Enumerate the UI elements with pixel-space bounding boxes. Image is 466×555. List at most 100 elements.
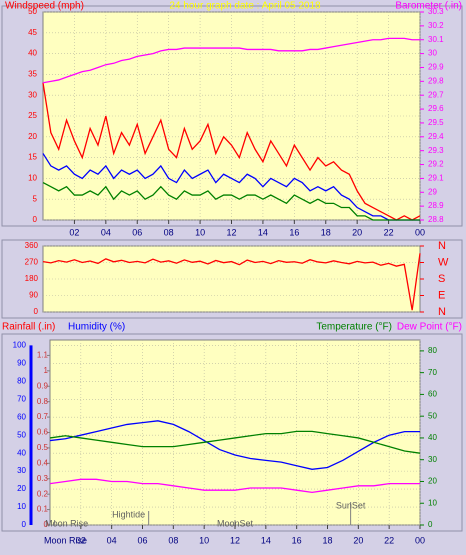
x-tick-label: 18 (322, 535, 332, 545)
y-tick-label: 50 (28, 7, 37, 16)
y-tick-label: 80 (17, 376, 26, 385)
x-tick-label: 20 (352, 227, 362, 237)
event-label: SunSet (336, 500, 366, 510)
x-tick-label: 22 (384, 535, 394, 545)
event-label: Hightide (112, 509, 145, 519)
y-tick-label: 180 (25, 274, 39, 283)
axis-title: Temperature (°F) (316, 322, 392, 333)
series-line (42, 253, 421, 311)
series-line (49, 478, 420, 494)
y2-tick-label: 0 (428, 520, 433, 529)
y-tick-label: 20 (28, 132, 37, 141)
rain-tick-label: 0.6 (37, 428, 49, 437)
x-tick-label: 16 (292, 535, 302, 545)
x-tick-label: 06 (132, 227, 142, 237)
axis-title: Humidity (%) (68, 322, 125, 333)
x-tick-label: 02 (76, 535, 86, 545)
y-tick-label: 45 (28, 28, 37, 37)
x-tick-label: 22 (384, 227, 394, 237)
y-tick-label: 90 (17, 358, 26, 367)
y2-tick-label: 10 (428, 498, 437, 507)
y2-tick-label: 50 (428, 411, 437, 420)
rain-tick-label: 1 (44, 366, 49, 375)
panel (1, 239, 463, 319)
y-tick-label: 90 (29, 291, 38, 300)
y-tick-label: 100 (13, 340, 27, 349)
y-tick-label: 30 (17, 466, 26, 475)
y2-tick-label: W (438, 256, 449, 268)
plot-area (42, 245, 421, 313)
y2-tick-label: 29.1 (428, 174, 444, 183)
y2-tick-label: 30 (428, 49, 437, 58)
y-tick-label: 50 (17, 430, 26, 439)
y-tick-label: 10 (28, 174, 37, 183)
rain-tick-label: 0.8 (37, 397, 49, 406)
x-tick-label: 14 (261, 535, 271, 545)
y-tick-label: 25 (28, 111, 37, 120)
series-line (42, 153, 420, 221)
series-line (42, 181, 420, 221)
y2-tick-label: 70 (428, 368, 437, 377)
x-tick-label: 00 (415, 535, 425, 545)
x-tick-label: 10 (195, 227, 205, 237)
y-tick-label: 360 (25, 241, 39, 250)
rain-tick-label: 0 (44, 520, 49, 529)
series-line (42, 82, 421, 221)
y2-tick-label: 29.3 (428, 146, 444, 155)
plot-area (42, 11, 421, 221)
y2-tick-label: 60 (428, 390, 437, 399)
x-tick-label: 04 (107, 535, 117, 545)
y-tick-label: 15 (28, 153, 37, 162)
event-label: Moon Rise (45, 518, 88, 528)
x-tick-label: 08 (168, 535, 178, 545)
y2-tick-label: N (438, 240, 446, 252)
y2-tick-label: 80 (428, 346, 437, 355)
x-tick-label: 04 (101, 227, 111, 237)
rain-tick-label: 1.1 (37, 351, 49, 360)
x-tick-label: 08 (164, 227, 174, 237)
chart-title: 24 hour graph date : April 05 2018 (169, 1, 321, 12)
axis-title: Dew Point (°F) (397, 322, 462, 333)
rain-tick-label: 0.7 (37, 412, 49, 421)
y-tick-label: 20 (17, 484, 26, 493)
x-tick-label: 14 (258, 227, 268, 237)
x-tick-label: 18 (321, 227, 331, 237)
series-line (42, 37, 420, 84)
x-tick-label: 20 (353, 535, 363, 545)
y2-tick-label: 28.8 (428, 215, 444, 224)
y-tick-label: 10 (17, 502, 26, 511)
rain-tick-label: 0.3 (37, 474, 49, 483)
y2-tick-label: 30.1 (428, 35, 444, 44)
y2-tick-label: 29.7 (428, 90, 444, 99)
y2-tick-label: 30.2 (428, 21, 444, 30)
y2-tick-label: 29.9 (428, 63, 444, 72)
y2-tick-label: S (438, 273, 445, 285)
y2-tick-label: 29.2 (428, 160, 444, 169)
axis-title: Windspeed (mph) (5, 1, 84, 12)
y-tick-label: 5 (33, 194, 38, 203)
y2-tick-label: 30 (428, 455, 437, 464)
series-line (49, 420, 420, 470)
event-label: MoonSet (217, 518, 254, 528)
y2-tick-label: 40 (428, 433, 437, 442)
x-tick-label: 06 (137, 535, 147, 545)
x-tick-label: 16 (289, 227, 299, 237)
y-tick-label: 40 (17, 448, 26, 457)
y2-tick-label: 29 (428, 187, 437, 196)
y2-tick-label: 29.6 (428, 104, 444, 113)
y-tick-label: 0 (22, 520, 27, 529)
x-tick-label: 12 (226, 227, 236, 237)
y-tick-label: 40 (28, 49, 37, 58)
y2-tick-label: 29.4 (428, 132, 444, 141)
rain-tick-label: 0.2 (37, 489, 49, 498)
y2-tick-label: 28.9 (428, 201, 444, 210)
axis-title: Rainfall (.in) (2, 322, 55, 333)
axis-title: Barometer (.in) (395, 1, 462, 12)
y2-tick-label: N (438, 306, 446, 318)
y2-tick-label: E (438, 289, 445, 301)
y2-tick-label: 30.3 (428, 7, 444, 16)
y-tick-label: 30 (28, 90, 37, 99)
x-tick-label: 10 (199, 535, 209, 545)
y-tick-label: 60 (17, 412, 26, 421)
